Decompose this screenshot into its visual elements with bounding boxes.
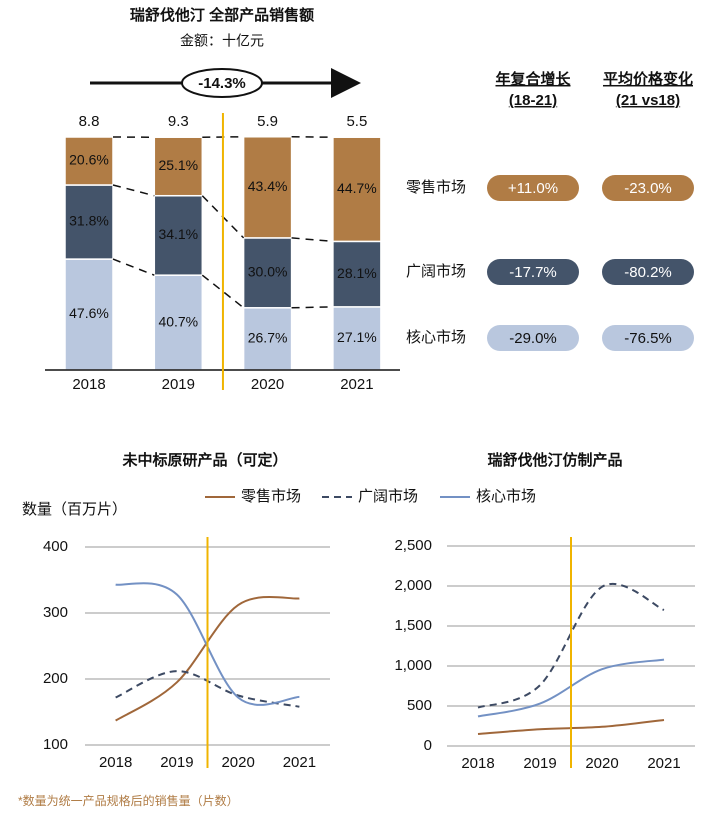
data-label: 25.1%: [158, 157, 198, 173]
bar-segment: [64, 136, 114, 186]
total-label: 8.8: [79, 113, 100, 130]
annotation-box: [181, 68, 263, 98]
row-label: 核心市场: [406, 329, 466, 346]
total-label: 9.3: [168, 113, 189, 130]
chart-title: 未中标原研产品（可定）: [121, 451, 287, 469]
legend-label: 广阔市场: [358, 488, 418, 505]
x-tick-label: 2019: [160, 754, 193, 771]
y-tick-label: 2,500: [394, 537, 432, 554]
pill: [487, 325, 579, 351]
legend-label: 零售市场: [241, 488, 301, 505]
connector: [112, 258, 155, 276]
y-tick-label: 300: [43, 604, 68, 621]
bar-segment: [153, 274, 204, 371]
total-label: 5.9: [257, 113, 278, 130]
y-tick-label: 400: [43, 538, 68, 555]
column-header: 平均价格变化: [603, 70, 693, 88]
bar-segment: [153, 136, 204, 197]
data-label: 47.6%: [69, 305, 109, 321]
y-tick-label: 0: [424, 737, 432, 754]
column-header: 年复合增长: [495, 70, 571, 88]
pill-value: -76.5%: [624, 330, 672, 347]
connector: [201, 274, 245, 309]
row-label: 广阔市场: [406, 263, 466, 280]
x-tick-label: 2020: [585, 755, 618, 772]
y-axis-label: 数量（百万片）: [22, 501, 127, 518]
x-tick-label: 2018: [461, 755, 494, 772]
pill: [487, 175, 579, 201]
bar-segment: [332, 240, 382, 308]
legend-label: 核心市场: [476, 488, 536, 505]
x-tick-label: 2021: [340, 376, 373, 393]
subtitle: 金额：十亿元: [180, 33, 264, 49]
bar-segment: [153, 194, 204, 276]
pill: [602, 175, 694, 201]
data-label: 40.7%: [158, 313, 198, 329]
y-tick-label: 1,500: [394, 617, 432, 634]
connector: [291, 306, 333, 309]
pill-value: -23.0%: [624, 180, 672, 197]
data-label: 20.6%: [69, 152, 109, 168]
y-tick-label: 500: [407, 697, 432, 714]
line-series: [115, 670, 300, 708]
column-header: (18-21): [509, 92, 557, 109]
footnote: *数量为统一产品规格后的销售量（片数）: [18, 793, 239, 808]
data-label: 30.0%: [248, 264, 288, 280]
bar-segment: [242, 237, 293, 309]
x-tick-label: 2019: [162, 376, 195, 393]
chart-title: 瑞舒伐他汀 全部产品销售额: [130, 6, 314, 24]
connector: [291, 237, 333, 243]
total-label: 5.5: [346, 113, 367, 130]
x-tick-label: 2020: [221, 754, 254, 771]
x-tick-label: 2021: [647, 755, 680, 772]
x-tick-label: 2018: [99, 754, 132, 771]
pill-value: -80.2%: [624, 264, 672, 281]
data-label: 44.7%: [337, 180, 377, 196]
x-tick-label: 2020: [251, 376, 284, 393]
chart-title: 瑞舒伐他汀仿制产品: [487, 451, 622, 469]
column-header: (21 vs18): [616, 92, 680, 109]
y-tick-label: 100: [43, 736, 68, 753]
connector: [112, 184, 155, 197]
row-label: 零售市场: [406, 179, 466, 196]
data-label: 26.7%: [248, 330, 288, 346]
y-tick-label: 2,000: [394, 577, 432, 594]
pill: [602, 259, 694, 285]
pill-value: -17.7%: [509, 264, 557, 281]
pill-value: -29.0%: [509, 330, 557, 347]
data-label: 28.1%: [337, 265, 377, 281]
pill: [602, 325, 694, 351]
bar-segment: [332, 136, 382, 243]
annotation: -14.3%: [198, 75, 246, 92]
y-tick-label: 200: [43, 670, 68, 687]
data-label: 34.1%: [158, 226, 198, 242]
pill-value: +11.0%: [508, 180, 558, 197]
x-tick-label: 2021: [283, 754, 316, 771]
bar-segment: [242, 307, 293, 371]
data-label: 43.4%: [248, 178, 288, 194]
pill: [487, 259, 579, 285]
data-label: 27.1%: [337, 329, 377, 345]
x-tick-label: 2019: [523, 755, 556, 772]
line-series: [477, 583, 665, 709]
bar-segment: [64, 258, 114, 371]
data-label: 31.8%: [69, 213, 109, 229]
y-tick-label: 1,000: [394, 657, 432, 674]
bar-segment: [242, 136, 293, 239]
x-tick-label: 2018: [72, 376, 105, 393]
bar-segment: [64, 184, 114, 260]
